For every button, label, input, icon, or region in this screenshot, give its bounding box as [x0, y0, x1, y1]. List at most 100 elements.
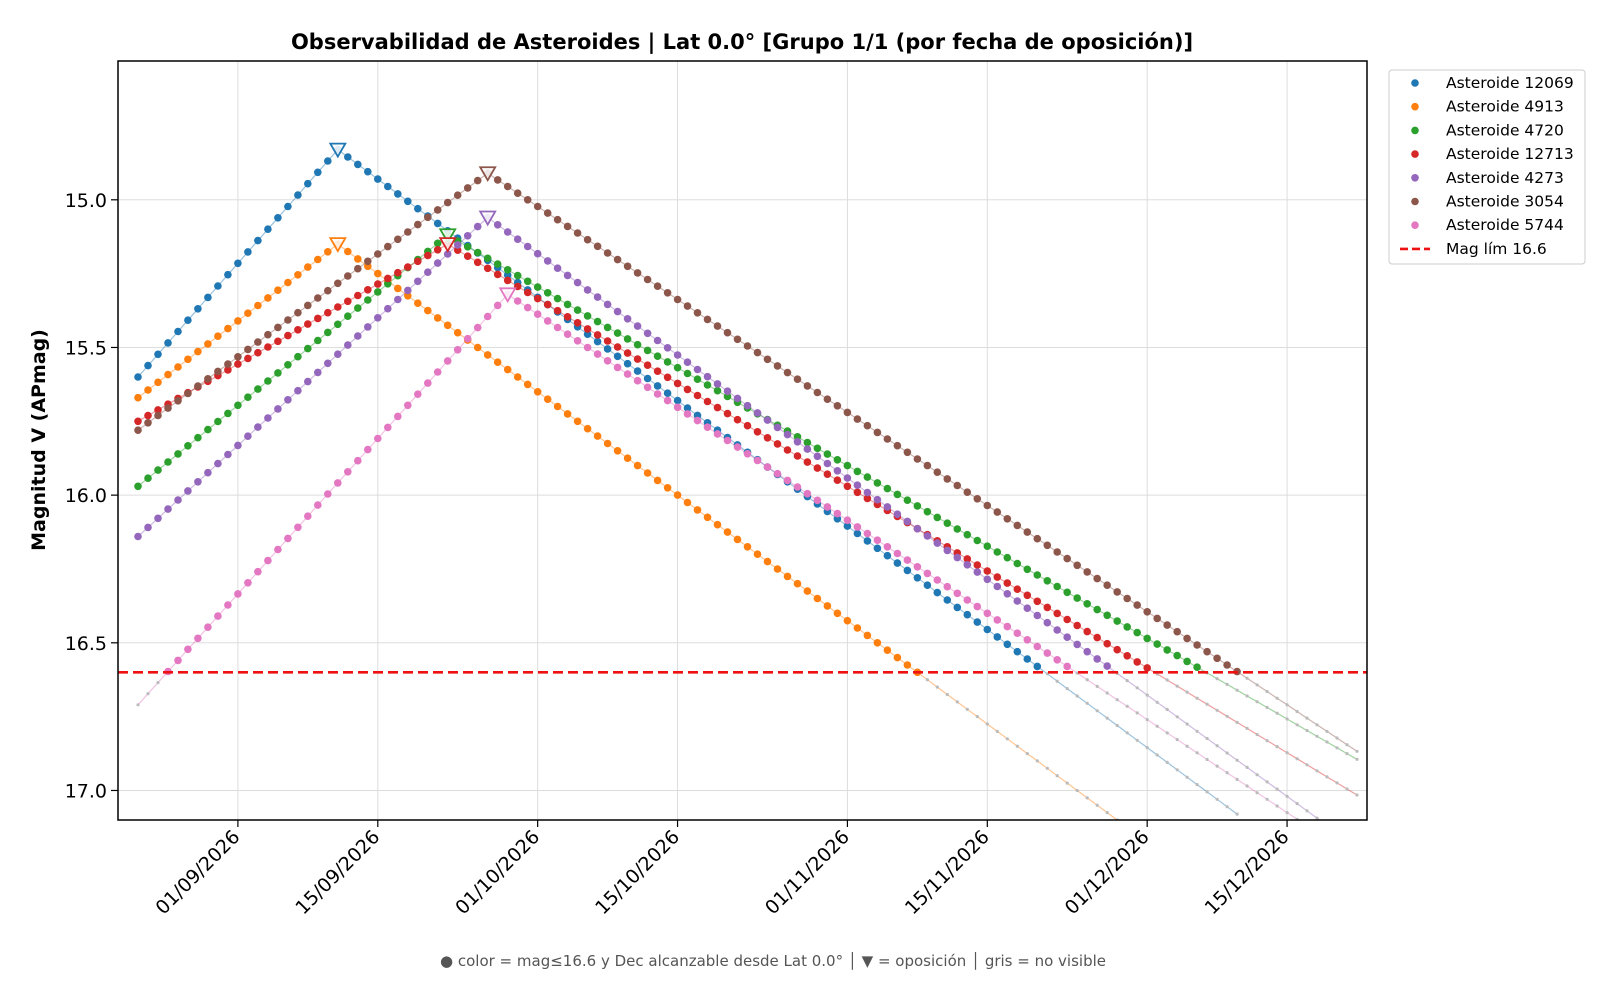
data-point: [613, 343, 622, 351]
data-point: [553, 215, 562, 224]
data-point: [753, 348, 762, 357]
data-point: [1023, 604, 1032, 612]
data-point: [523, 380, 532, 389]
data-point: [693, 411, 702, 420]
data-point: [264, 225, 272, 233]
data-point: [833, 467, 842, 475]
not-visible-point: [1255, 683, 1259, 687]
data-point: [833, 476, 842, 485]
data-point: [294, 523, 302, 532]
data-point: [234, 590, 242, 598]
data-point: [174, 450, 182, 458]
data-point: [803, 458, 812, 466]
data-point: [503, 271, 512, 279]
not-visible-point: [1325, 740, 1329, 744]
data-point: [374, 250, 382, 258]
data-point: [573, 278, 582, 287]
data-point: [913, 563, 922, 571]
data-point: [1133, 658, 1141, 666]
data-point: [284, 202, 292, 211]
data-point: [893, 441, 902, 450]
data-point: [364, 296, 372, 304]
data-point: [154, 350, 162, 359]
not-visible-point: [1345, 787, 1349, 791]
not-visible-point: [1185, 722, 1189, 726]
data-point: [593, 293, 602, 301]
not-visible-point: [1305, 763, 1309, 767]
data-point: [633, 269, 642, 277]
data-point: [264, 330, 272, 339]
data-point: [933, 468, 942, 477]
data-point: [733, 443, 742, 451]
data-point: [1023, 636, 1032, 644]
data-point: [294, 352, 302, 361]
data-point: [1023, 528, 1032, 536]
data-point: [304, 320, 312, 328]
not-visible-point: [1315, 769, 1319, 773]
data-point: [453, 346, 462, 354]
data-point: [424, 379, 432, 387]
data-point: [623, 262, 632, 271]
not-visible-point: [1345, 752, 1349, 756]
data-point: [603, 337, 612, 345]
data-point: [433, 368, 442, 376]
not-visible-point: [1175, 715, 1179, 719]
not-visible-point: [1315, 816, 1319, 820]
legend-label: Asteroide 12069: [1446, 74, 1574, 92]
data-point: [703, 315, 712, 324]
data-point: [204, 293, 212, 302]
data-point: [1103, 611, 1111, 620]
data-point: [973, 568, 982, 576]
data-point: [204, 340, 212, 348]
data-point: [763, 557, 772, 566]
data-point: [773, 469, 782, 478]
data-point: [853, 415, 862, 423]
data-point: [613, 255, 622, 264]
data-point: [773, 565, 782, 573]
data-point: [553, 294, 562, 303]
data-point: [853, 481, 862, 490]
data-point: [573, 319, 582, 327]
data-point: [633, 355, 642, 363]
data-point: [903, 661, 912, 669]
data-point: [1083, 568, 1091, 576]
data-point: [783, 476, 792, 485]
data-point: [653, 336, 662, 345]
data-point: [463, 334, 472, 343]
not-visible-point: [1225, 805, 1229, 809]
data-point: [1153, 614, 1161, 623]
data-point: [404, 292, 412, 300]
data-point: [713, 380, 722, 388]
data-point: [943, 596, 952, 604]
not-visible-point: [1085, 796, 1089, 800]
data-point: [1053, 656, 1061, 664]
not-visible-point: [1205, 757, 1209, 762]
not-visible-point: [1135, 711, 1139, 715]
data-point: [294, 308, 302, 317]
not-visible-point: [1355, 749, 1359, 753]
not-visible-point: [1055, 679, 1059, 683]
data-point: [164, 505, 172, 513]
not-visible-point: [1025, 752, 1029, 756]
data-point: [623, 454, 632, 463]
not-visible-point: [1225, 682, 1229, 687]
data-point: [873, 544, 882, 553]
not-visible-point: [1265, 739, 1269, 743]
data-point: [813, 496, 822, 505]
data-point: [853, 624, 862, 632]
legend: Asteroide 12069 Asteroide 4913 Asteroide 4…: [1388, 69, 1586, 265]
not-visible-point: [1165, 678, 1169, 682]
data-point: [374, 280, 382, 288]
data-point: [1033, 534, 1042, 543]
data-point: [913, 455, 922, 463]
not-visible-point: [1335, 746, 1339, 750]
data-point: [204, 375, 212, 383]
data-point: [883, 551, 892, 560]
data-point: [973, 618, 982, 626]
data-point: [863, 537, 872, 545]
data-point: [414, 277, 422, 286]
data-point: [1093, 633, 1101, 642]
data-point: [1103, 581, 1111, 589]
data-point: [493, 221, 502, 229]
data-point: [963, 596, 972, 604]
